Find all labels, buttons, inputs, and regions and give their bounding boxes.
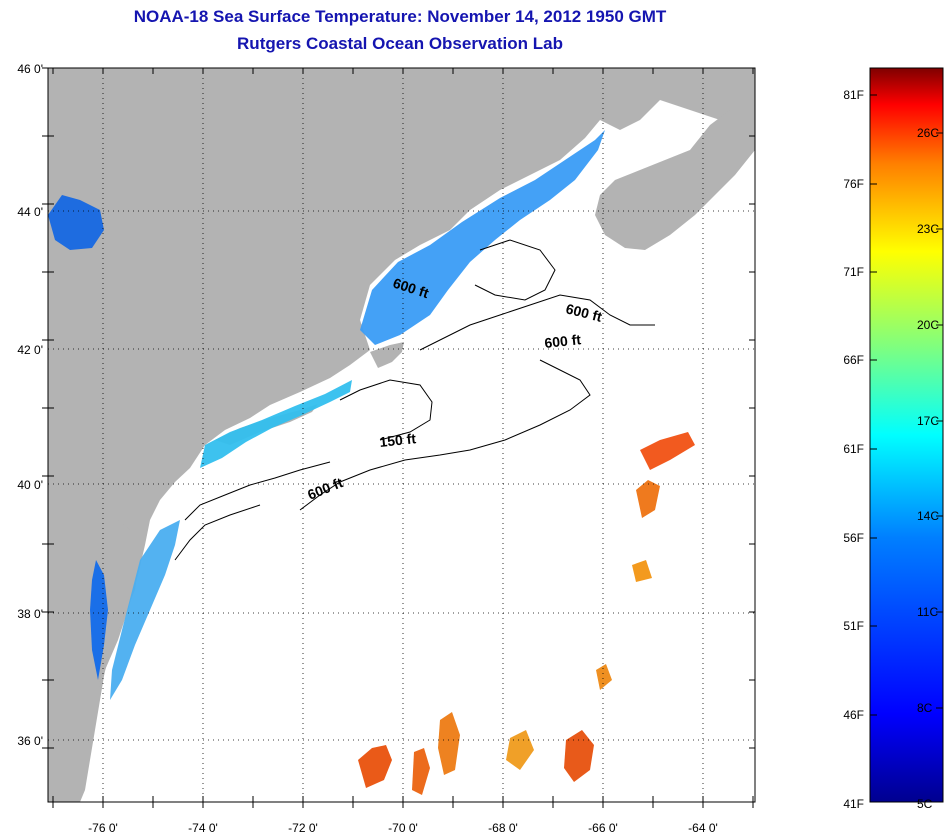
lon-label-64: -64 0' bbox=[688, 821, 718, 835]
sst-warm-patch-7 bbox=[564, 730, 594, 782]
sst-warm-patch-1 bbox=[640, 432, 695, 470]
colorbar-f-label-66: 66F bbox=[843, 353, 864, 367]
sst-warm-patch-9 bbox=[596, 664, 612, 690]
sst-warm-patch-5 bbox=[412, 748, 430, 795]
sst-lake-ontario bbox=[48, 195, 104, 250]
colorbar-c-label-23: 23C bbox=[917, 222, 939, 236]
sst-mid-atlantic-shelf bbox=[110, 520, 180, 700]
colorbar-c-label-8: 8C bbox=[917, 701, 933, 715]
lon-label-74: -74 0' bbox=[188, 821, 218, 835]
colorbar-c-label-17: 17C bbox=[917, 414, 939, 428]
colorbar-f-label-61: 61F bbox=[843, 442, 864, 456]
bathymetry-contours bbox=[174, 239, 655, 561]
lat-label-38: 38 0' bbox=[17, 607, 43, 621]
colorbar-c-label-5: 5C bbox=[917, 797, 933, 811]
colorbar-f-label-81: 81F bbox=[843, 88, 864, 102]
sst-warm-patch-4 bbox=[358, 745, 392, 788]
colorbar-f-label-56: 56F bbox=[843, 531, 864, 545]
land-cape-cod bbox=[370, 342, 404, 368]
sst-warm-patch-3 bbox=[632, 560, 652, 582]
land-delmarva bbox=[96, 520, 140, 690]
contour-label-4: 150 ft bbox=[379, 430, 417, 450]
sst-warm-patch-2 bbox=[636, 480, 660, 518]
lat-label-44: 44 0' bbox=[17, 205, 43, 219]
lat-label-40: 40 0' bbox=[17, 478, 43, 492]
colorbar-c-label-20: 20C bbox=[917, 318, 939, 332]
contour-label-3: 600 ft bbox=[544, 331, 582, 351]
lat-label-36: 36 0' bbox=[17, 734, 43, 748]
lon-label-72: -72 0' bbox=[288, 821, 318, 835]
map-title: NOAA-18 Sea Surface Temperature: Novembe… bbox=[133, 7, 667, 26]
colorbar-c-label-14: 14C bbox=[917, 509, 939, 523]
land-nova-scotia bbox=[595, 105, 755, 250]
colorbar-f-label-76: 76F bbox=[843, 177, 864, 191]
land-us-mainland bbox=[48, 68, 755, 802]
lon-label-70: -70 0' bbox=[388, 821, 418, 835]
map-subtitle: Rutgers Coastal Ocean Observation Lab bbox=[237, 34, 563, 53]
colorbar-c-label-26: 26C bbox=[917, 126, 939, 140]
colorbar bbox=[869, 67, 944, 803]
chesapeake-bay bbox=[90, 560, 108, 680]
colorbar-f-label-46: 46F bbox=[843, 708, 864, 722]
sst-southern-new-england bbox=[200, 380, 352, 468]
lat-label-46: 46 0' bbox=[17, 62, 43, 76]
colorbar-f-label-71: 71F bbox=[843, 265, 864, 279]
lon-label-76: -76 0' bbox=[88, 821, 118, 835]
sst-warm-patch-6 bbox=[438, 712, 460, 775]
axis-ticks bbox=[42, 67, 755, 808]
map-frame bbox=[47, 67, 756, 803]
colorbar-c-label-11: 11C bbox=[917, 605, 938, 619]
sst-gulf-of-maine bbox=[360, 130, 605, 345]
colorbar-f-label-51: 51F bbox=[843, 619, 864, 633]
lon-label-66: -66 0' bbox=[588, 821, 618, 835]
lat-label-42: 42 0' bbox=[17, 343, 43, 357]
colorbar-ticks bbox=[870, 94, 943, 803]
lon-label-68: -68 0' bbox=[488, 821, 518, 835]
colorbar-f-label-41: 41F bbox=[843, 797, 864, 811]
